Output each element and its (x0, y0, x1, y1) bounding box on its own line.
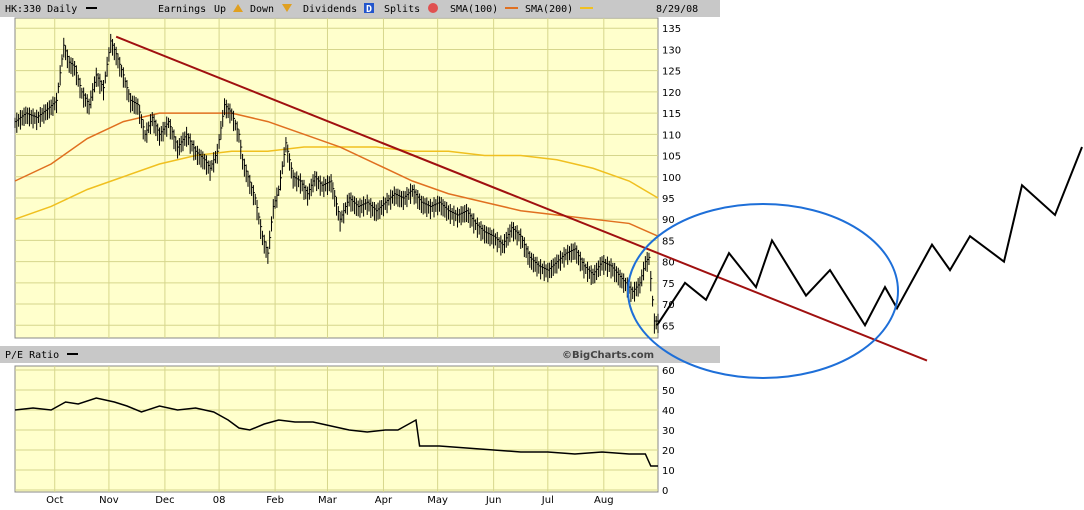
pe-ratio-line (14, 397, 658, 467)
sma100-label: SMA(100) (450, 4, 498, 15)
x-tick-label: Jul (541, 495, 554, 506)
splits-label: Splits (384, 4, 420, 15)
x-tick-label: Jun (485, 495, 502, 506)
x-tick-label: Dec (155, 495, 174, 506)
dividend-marker-icon (364, 3, 374, 13)
price-y-tick-label: 95 (662, 194, 675, 205)
price-bars (14, 33, 660, 334)
price-y-tick-label: 90 (662, 215, 675, 226)
chart-date: 8/29/08 (656, 4, 698, 15)
price-y-tick-label: 135 (662, 24, 681, 35)
x-tick-label: May (427, 495, 448, 506)
price-y-tick-label: 120 (662, 88, 681, 99)
pe-y-tick-label: 50 (662, 386, 675, 397)
earnings-up-icon (233, 4, 243, 12)
price-y-tick-label: 85 (662, 236, 675, 247)
header-bar (0, 0, 720, 17)
x-tick-label: Oct (46, 495, 63, 506)
pe-y-tick-label: 40 (662, 406, 675, 417)
pe-grid (15, 366, 658, 492)
bigcharts-brand: ©BigCharts.com (562, 350, 654, 361)
pe-y-tick-label: 30 (662, 426, 675, 437)
pe-ratio-label: P/E Ratio (5, 350, 59, 361)
earnings-label: Earnings (158, 4, 206, 15)
price-y-tick-label: 105 (662, 152, 681, 163)
x-axis: Oct Nov Dec 08 Feb Mar Apr May Jun Jul Aug (46, 495, 613, 506)
dividend-marker-letter: D (366, 4, 372, 15)
x-tick-label: 08 (213, 495, 226, 506)
pe-header-bar (0, 346, 720, 363)
price-y-tick-label: 110 (662, 130, 681, 141)
x-tick-label: Nov (99, 495, 119, 506)
price-y-tick-label: 130 (662, 45, 681, 56)
price-y-tick-label: 75 (662, 279, 675, 290)
x-tick-label: Mar (318, 495, 338, 506)
pe-y-tick-label: 0 (662, 486, 668, 497)
split-marker-icon (428, 3, 438, 13)
dividends-label: Dividends (303, 4, 357, 15)
price-panel (14, 17, 659, 339)
price-y-tick-label: 80 (662, 258, 675, 269)
earnings-down-label: Down (250, 4, 274, 15)
sma200-label: SMA(200) (525, 4, 573, 15)
sma100-line (14, 112, 659, 237)
pe-y-tick-label: 10 (662, 466, 675, 477)
price-y-tick-label: 70 (662, 300, 675, 311)
ticker-label: HK:330 Daily (5, 4, 77, 15)
highlight-ellipse (627, 203, 899, 379)
pe-y-tick-label: 60 (662, 366, 675, 377)
downtrend-line (115, 35, 928, 362)
price-y-tick-label: 125 (662, 67, 681, 78)
price-y-tick-label: 100 (662, 173, 681, 184)
pe-y-axis: 0 10 20 30 40 50 60 (662, 366, 675, 497)
earnings-down-icon (282, 4, 292, 12)
x-tick-label: Aug (594, 495, 614, 506)
projection-line (656, 146, 1083, 328)
earnings-up-label: Up (214, 4, 226, 15)
pe-y-tick-label: 20 (662, 446, 675, 457)
price-y-tick-label: 115 (662, 109, 681, 120)
price-y-tick-label: 65 (662, 321, 675, 332)
pe-panel (14, 365, 659, 493)
price-y-axis: 65 70 75 80 85 90 95 100 105 110 115 120 125 130 135 (662, 24, 681, 332)
x-tick-label: Feb (266, 495, 284, 506)
x-tick-label: Apr (375, 495, 393, 506)
